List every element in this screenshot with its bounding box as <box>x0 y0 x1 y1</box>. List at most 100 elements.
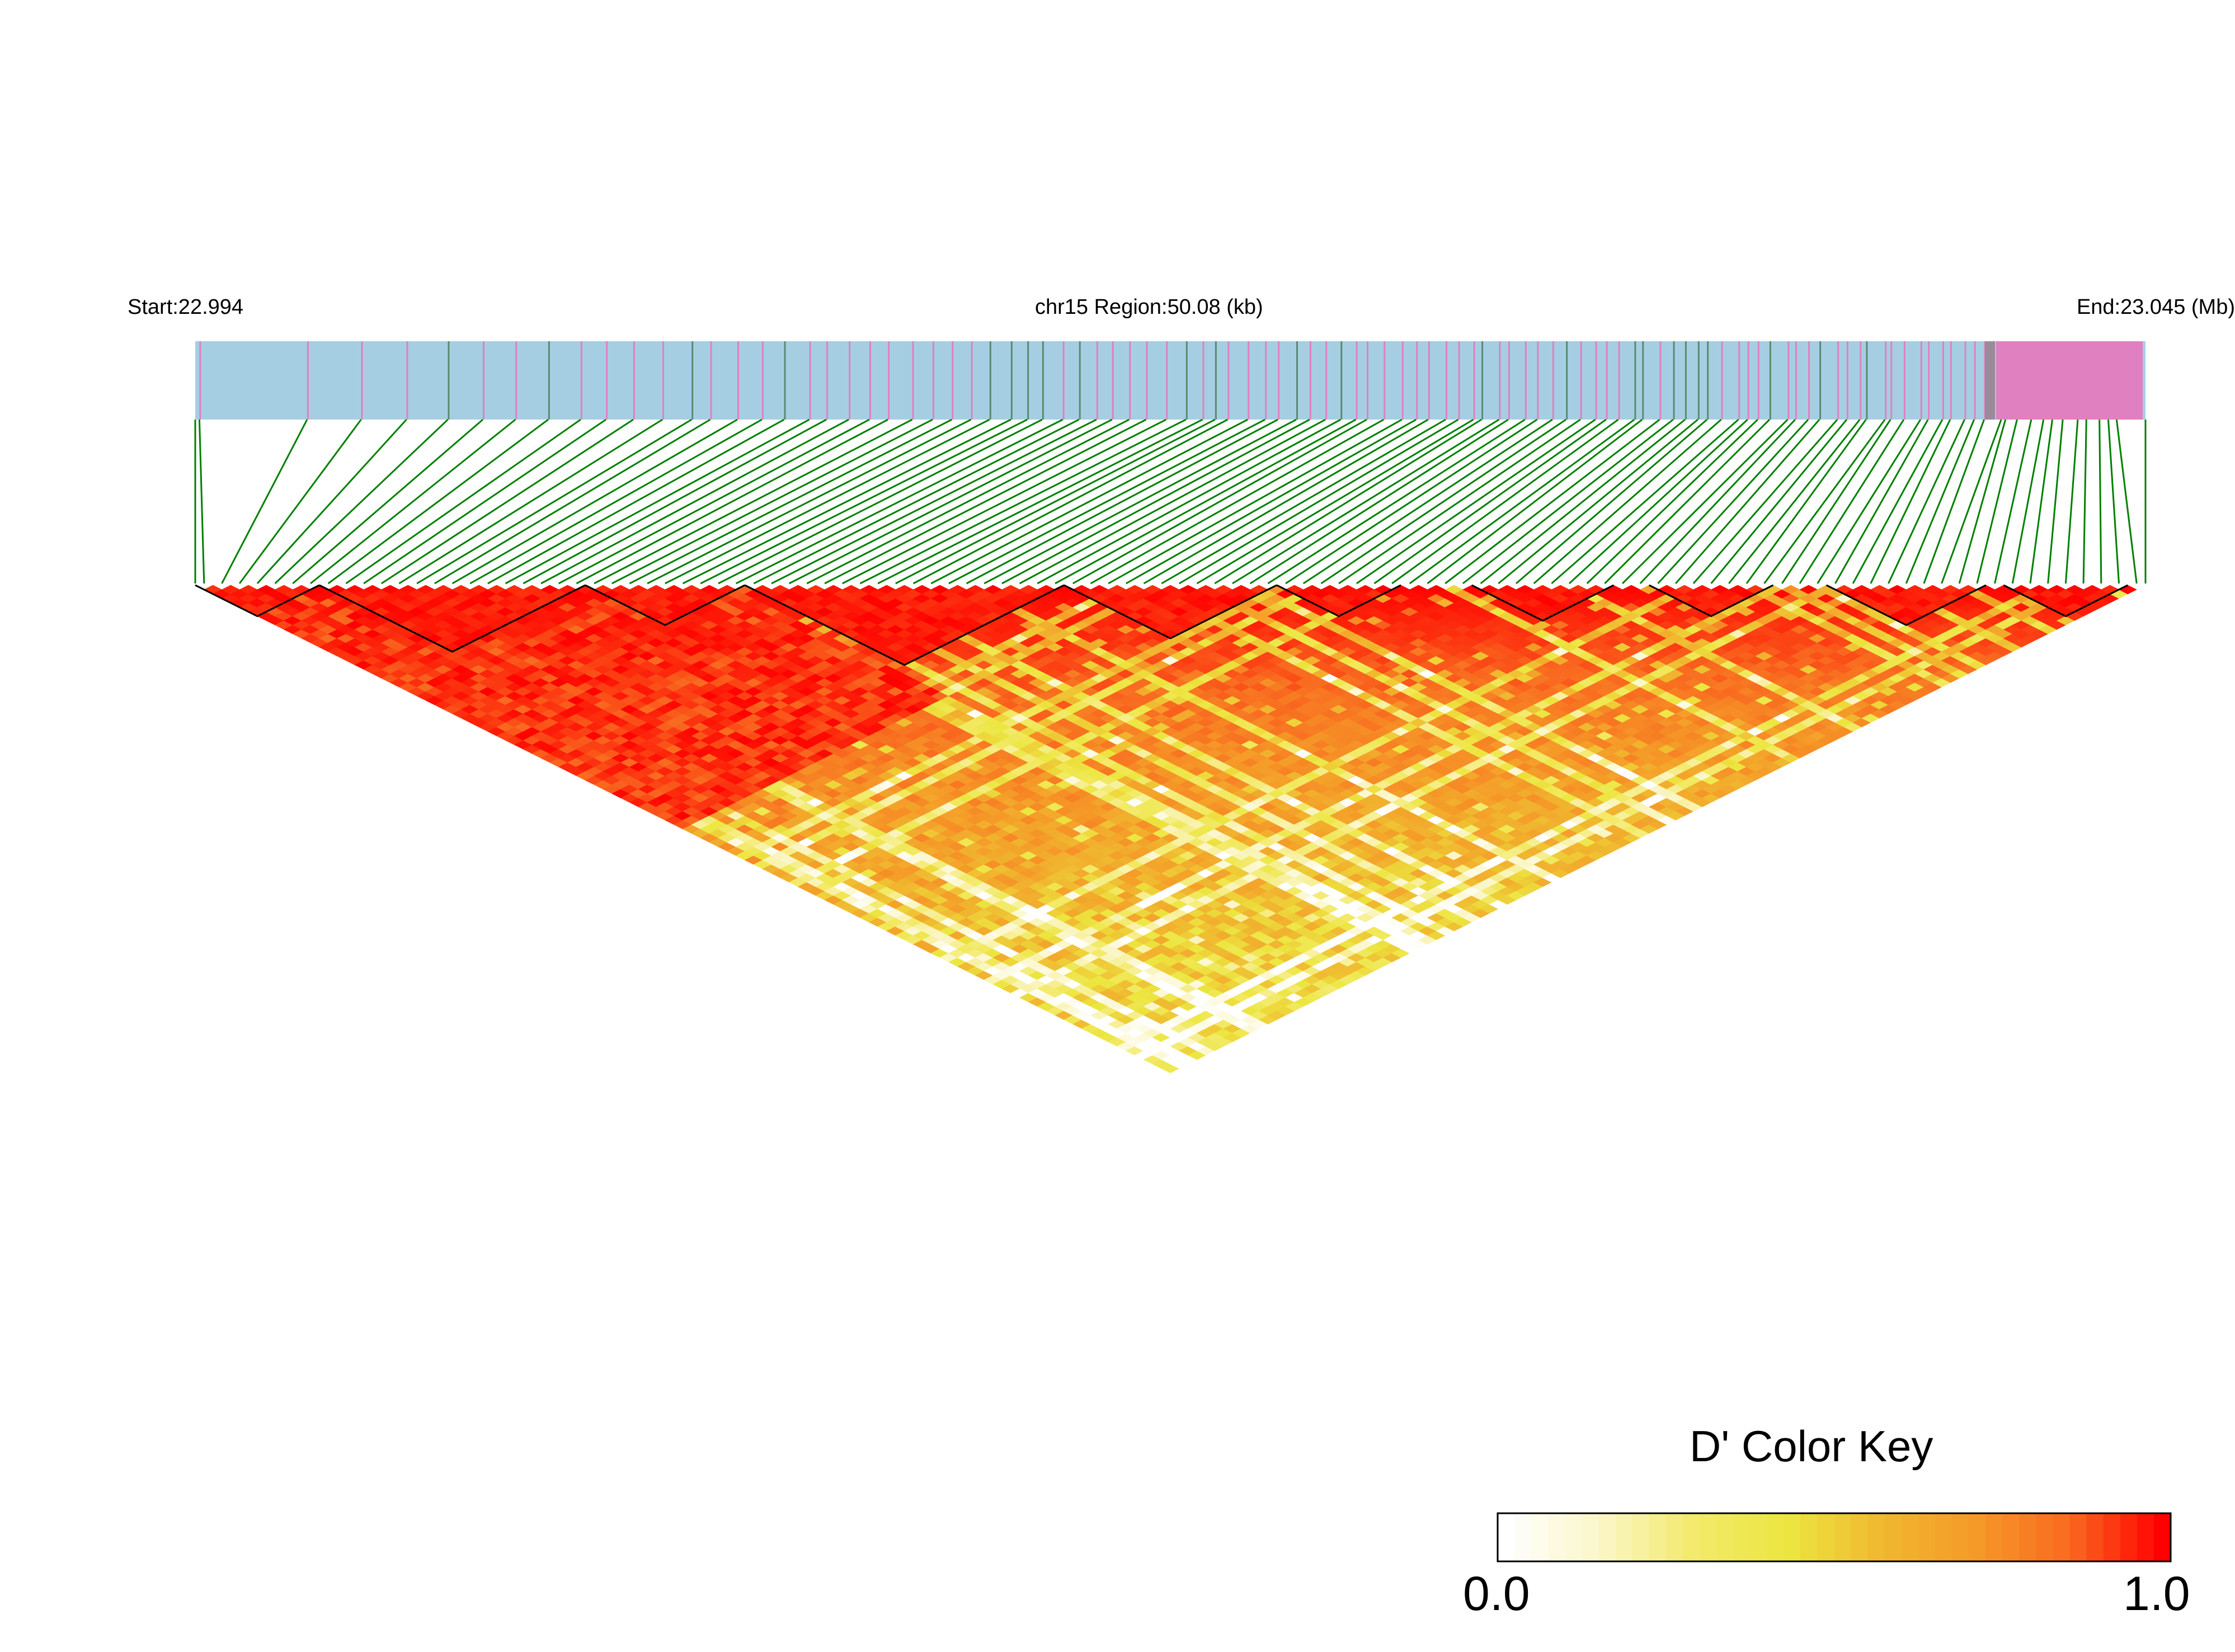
snp-connector-line <box>629 418 952 585</box>
snp-connector-line <box>380 418 634 585</box>
gene-track-mark <box>989 341 991 420</box>
snp-connector-line <box>1427 418 1643 585</box>
gene-track-mark <box>1757 341 1759 420</box>
snp-connector-line <box>1516 418 1708 585</box>
gene-track-mark <box>1129 341 1131 420</box>
snp-connector-line <box>1373 418 1607 585</box>
snp-connector-line <box>1391 418 1619 585</box>
snp-connector-line <box>1267 418 1526 585</box>
gene-track-mark <box>869 341 871 420</box>
gene-track-mark <box>1964 341 1966 420</box>
snp-connector-line <box>1037 418 1342 585</box>
gene-track-mark <box>1846 341 1848 420</box>
snp-connector-line <box>2047 419 2064 584</box>
gene-track-mark <box>1618 341 1620 420</box>
gene-track-mark <box>1595 341 1597 420</box>
snp-connector-line <box>1941 419 2002 584</box>
gene-track-mark <box>1866 341 1868 420</box>
gene-track-mark <box>1795 341 1797 420</box>
snp-connector-line <box>930 418 1248 585</box>
snp-connector-line <box>2115 419 2138 584</box>
snp-connector-line <box>1196 418 1474 585</box>
snp-connector-line <box>735 418 1064 585</box>
gene-track-mark <box>888 341 890 420</box>
snp-connector-line <box>2029 419 2053 584</box>
snp-connector-line <box>984 418 1297 585</box>
gene-track-mark <box>548 341 550 420</box>
snp-connector-line <box>1675 419 1820 584</box>
snp-connector-line <box>1409 418 1635 585</box>
snp-connector-line <box>1551 418 1739 585</box>
snp-connector-line <box>682 418 1011 585</box>
gene-track-mark <box>710 341 712 420</box>
gene-track-mark <box>1974 341 1976 420</box>
gene-track-mark <box>1707 341 1709 420</box>
snp-connector-line <box>434 418 711 585</box>
snp-connector-line <box>1870 419 1951 584</box>
gene-track-mark <box>1819 341 1822 420</box>
gene-track-mark <box>809 341 811 420</box>
gene-track-mark <box>1634 341 1636 420</box>
gene-track-mark <box>662 341 664 420</box>
gene-track-mark <box>1227 341 1230 420</box>
gene-track-mark <box>1580 341 1582 420</box>
snp-connector-line <box>1710 419 1848 584</box>
gene-track-mark <box>826 341 829 420</box>
snp-connector-line <box>2082 419 2087 584</box>
snp-connector-line <box>505 418 810 585</box>
snp-connector-line <box>1852 419 1944 584</box>
gene-track-mark <box>1096 341 1098 420</box>
snp-connector-line <box>1001 418 1310 585</box>
gene-track-mark <box>633 341 635 420</box>
gene-track-mark <box>1642 341 1644 420</box>
snp-connector-line <box>1232 418 1500 585</box>
gene-track-mark <box>1903 341 1905 420</box>
gene-track-mark <box>606 341 608 420</box>
snp-connector-line <box>1568 418 1748 585</box>
snp-connector-line <box>1019 418 1326 585</box>
snp-connector-line <box>753 418 1080 585</box>
snp-connector-line <box>2064 419 2079 584</box>
snp-connector-line <box>948 418 1265 585</box>
snp-connector-line <box>788 418 1113 585</box>
snp-connector-line <box>842 418 1167 585</box>
snp-connector-line <box>416 418 692 585</box>
gene-track-mark <box>1027 341 1029 420</box>
gene-track-mark <box>1769 341 1771 420</box>
snp-connector-line <box>2011 419 2045 584</box>
gene-track-mark <box>1606 341 1608 420</box>
gene-track-mark <box>1112 341 1114 420</box>
snp-connector-line <box>2107 419 2120 584</box>
snp-connector-line <box>469 418 763 585</box>
gene-track-mark <box>1885 341 1887 420</box>
snp-connector-line <box>806 418 1130 585</box>
gene-track-background <box>195 341 2145 420</box>
snp-connector-line <box>558 418 870 585</box>
snp-connector-line <box>1108 418 1403 585</box>
snp-connector-line <box>1249 418 1509 585</box>
gene-track-mark <box>1296 341 1298 420</box>
gene-track-mark <box>784 341 786 420</box>
gene-track-mark <box>1367 341 1368 420</box>
snp-connector-line <box>1214 418 1482 585</box>
snp-connector-line <box>1586 418 1758 585</box>
snp-connector-line <box>1622 418 1789 585</box>
gene-track-mark <box>1721 341 1723 420</box>
snp-connector-line <box>859 418 1187 585</box>
gene-track-mark <box>1787 341 1790 420</box>
gene-track-mark <box>691 341 694 420</box>
gene-track-mark <box>952 341 954 420</box>
gene-track-mark <box>1890 341 1893 420</box>
gene-track-mark <box>1428 341 1430 420</box>
snp-connector-line <box>1072 418 1367 585</box>
snp-connector-line <box>1604 418 1770 585</box>
snp-connector-line <box>1179 418 1459 585</box>
snp-connector-line <box>594 418 913 585</box>
gene-track-mark <box>1673 341 1675 420</box>
snp-connector-line <box>1356 418 1596 585</box>
snp-connector-line <box>523 418 827 585</box>
snp-connector-line <box>1498 418 1698 585</box>
snp-connector-line <box>310 418 516 585</box>
gene-track-mark <box>199 341 201 420</box>
